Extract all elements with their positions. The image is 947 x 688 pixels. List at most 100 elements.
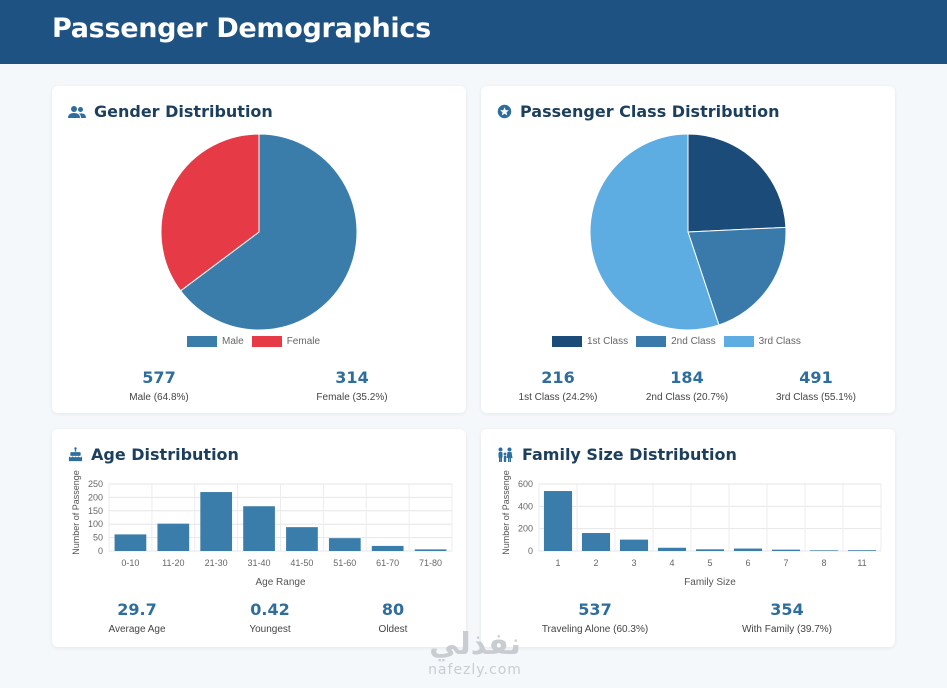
- pie-slice-female: [160, 133, 260, 292]
- bar-4: [657, 547, 687, 551]
- stat-value: 354: [770, 600, 804, 619]
- stat-3rd-class: 491 3rd Class (55.1%): [726, 368, 906, 403]
- stat-label: Average Age: [108, 624, 166, 635]
- stat-male: 577 Male (64.8%): [69, 368, 249, 403]
- stat-value: 0.42: [250, 600, 290, 619]
- y-tick-label: 600: [518, 479, 533, 489]
- watermark-latin: nafezly.com: [428, 662, 522, 678]
- legend-item-1st-class: 1st Class: [552, 336, 628, 347]
- x-axis-label: Age Range: [255, 577, 305, 588]
- family-icon: [498, 447, 513, 462]
- bar-31-40: [243, 506, 275, 551]
- bar-21-30: [200, 492, 233, 551]
- stat-label: Traveling Alone (60.3%): [541, 624, 649, 635]
- page-header: Passenger Demographics: [0, 0, 947, 64]
- stat-label: 1st Class (24.2%): [518, 392, 598, 403]
- pie-slice-1st-class: [687, 133, 787, 233]
- stat-1st-class: 216 1st Class (24.2%): [468, 368, 648, 403]
- x-tick-label: 71-80: [419, 558, 442, 568]
- stat-with-family: 354 With Family (39.7%): [697, 600, 877, 635]
- y-tick-label: 250: [88, 479, 103, 489]
- y-tick-label: 0: [98, 546, 103, 556]
- age-bar-chart: 0 50 100 150 200 250 0-10 11-20 21-30 31-40 41-50 5…: [71, 470, 453, 588]
- age-card: Age Distribution 0 50 100 150 200 250 0-10 11-2…: [52, 429, 466, 647]
- class-card: Passenger Class Distribution 1st Class 2…: [481, 86, 895, 413]
- stat-label: Oldest: [378, 624, 408, 635]
- legend-item-female: Female: [251, 336, 321, 347]
- gender-legend: Male Female: [187, 336, 320, 347]
- y-tick-label: 400: [518, 501, 533, 511]
- stat-value: 491: [799, 368, 833, 387]
- stat-value: 184: [670, 368, 704, 387]
- birthday-cake-icon: [68, 447, 83, 462]
- stat-label: Youngest: [249, 624, 291, 635]
- class-pie-chart: [589, 133, 787, 331]
- stat-average-age: 29.7 Average Age: [47, 600, 227, 635]
- bar-6: [733, 548, 763, 551]
- stat-youngest: 0.42 Youngest: [180, 600, 360, 635]
- pie-slice-3rd-class: [589, 133, 720, 331]
- y-axis-label: Number of Passenge: [501, 470, 511, 555]
- legend-item-2nd-class: 2nd Class: [636, 336, 716, 347]
- stat-label: Female (35.2%): [316, 392, 388, 403]
- y-axis-label: Number of Passenge: [71, 470, 81, 555]
- stat-label: 2nd Class (20.7%): [645, 392, 729, 403]
- stat-label: With Family (39.7%): [741, 624, 832, 635]
- legend-label-1st-class: 1st Class: [587, 336, 629, 347]
- class-legend: 1st Class 2nd Class 3rd Class: [552, 336, 801, 347]
- y-tick-label: 50: [93, 533, 103, 543]
- stat-traveling-alone: 537 Traveling Alone (60.3%): [505, 600, 685, 635]
- bar-0-10: [114, 534, 147, 551]
- y-tick-label: 150: [88, 506, 103, 516]
- bar-61-70: [371, 545, 404, 551]
- watermark-arabic: نفذلي: [429, 627, 521, 662]
- stat-female: 314 Female (35.2%): [262, 368, 442, 403]
- bar-7: [771, 549, 801, 551]
- x-axis-label: Family Size: [684, 577, 736, 588]
- legend-label-2nd-class: 2nd Class: [671, 336, 716, 347]
- bar-5: [695, 549, 725, 551]
- x-tick-label: 4: [669, 558, 674, 568]
- y-tick-label: 200: [518, 524, 533, 534]
- star-badge-icon: [497, 104, 512, 119]
- pie-slice-male: [179, 133, 358, 331]
- family-card: Family Size Distribution 0 200 400 600 1 2 3 4 5…: [481, 429, 895, 647]
- x-tick-label: 51-60: [333, 558, 356, 568]
- x-tick-label: 11-20: [162, 558, 184, 568]
- class-card-title: Passenger Class Distribution: [520, 102, 780, 121]
- x-tick-label: 61-70: [376, 558, 399, 568]
- stat-label: Male (64.8%): [129, 392, 189, 403]
- age-card-header: Age Distribution: [68, 445, 239, 464]
- pie-slice-2nd-class: [687, 226, 787, 326]
- x-tick-label: 0-10: [121, 558, 139, 568]
- legend-label-3rd-class: 3rd Class: [758, 336, 801, 347]
- legend-label-female: Female: [286, 336, 321, 347]
- gender-card: Gender Distribution Male Female 577 Male…: [52, 86, 466, 413]
- bar-11-20: [157, 523, 190, 551]
- y-tick-label: 100: [88, 519, 103, 529]
- y-tick-label: 200: [88, 492, 103, 502]
- family-bar-chart: 0 200 400 600 1 2 3 4 5 6 7 8 11 Family Size Number of…: [501, 470, 882, 588]
- y-tick-label: 0: [528, 546, 533, 556]
- x-tick-label: 3: [631, 558, 636, 568]
- bar-71-80: [414, 549, 447, 551]
- stat-value: 537: [578, 600, 612, 619]
- gender-card-title: Gender Distribution: [94, 102, 273, 121]
- x-tick-label: 11: [857, 558, 866, 568]
- stat-label: 3rd Class (55.1%): [775, 392, 857, 403]
- gender-card-header: Gender Distribution: [68, 102, 273, 121]
- watermark-logo: نفذلي nafezly.com: [415, 627, 535, 679]
- stat-value: 577: [142, 368, 176, 387]
- bar-41-50: [286, 527, 318, 551]
- stat-value: 29.7: [117, 600, 157, 619]
- x-tick-label: 2: [593, 558, 598, 568]
- age-card-title: Age Distribution: [91, 445, 239, 464]
- bar-8: [809, 550, 839, 551]
- class-card-header: Passenger Class Distribution: [497, 102, 779, 121]
- stat-oldest: 80 Oldest: [303, 600, 483, 635]
- family-card-header: Family Size Distribution: [497, 445, 737, 464]
- users-icon: [68, 105, 86, 118]
- x-tick-label: 31-40: [248, 558, 271, 568]
- x-tick-label: 21-30: [205, 558, 228, 568]
- stat-value: 216: [541, 368, 575, 387]
